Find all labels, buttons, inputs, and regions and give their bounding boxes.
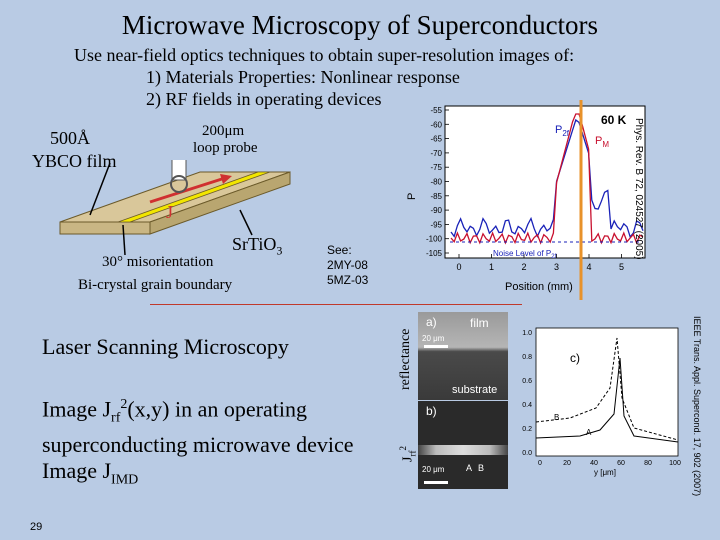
profile-y-tick-label: 0.8 — [522, 354, 532, 361]
profile-curve-a — [535, 357, 679, 443]
current-stripe — [418, 445, 508, 455]
profile-y-ticks: 1.0 0.8 0.6 0.4 0.2 0.0 — [522, 330, 532, 457]
substrate-image-label: substrate — [452, 384, 498, 396]
reflectance-axis-label: reflectance — [398, 328, 413, 390]
y-tick-label: -70 — [430, 149, 442, 158]
y-tick-label: -65 — [430, 135, 442, 144]
profile-curve-b — [535, 337, 679, 441]
substrate-sr: Sr — [232, 234, 249, 254]
x-tick-label: 0 — [456, 262, 461, 272]
plot-x-label: Position (mm) — [505, 281, 573, 293]
panel-c-label: c) — [570, 351, 580, 365]
profile-x-tick-label: 40 — [590, 460, 598, 467]
scale-bar-b — [424, 481, 448, 484]
y-tick-label: -55 — [430, 106, 442, 115]
lsm-line-1: Image Jrf2(x,y) in an operating — [42, 396, 307, 426]
profile-y-tick-label: 1.0 — [522, 330, 532, 337]
profile-x-tick-label: 0 — [538, 460, 542, 467]
x-tick-label: 2 — [521, 262, 526, 272]
x-tick-label: 5 — [619, 262, 624, 272]
harmonic-power-plot: -55 -60 -65 -70 -75 -80 -85 -90 -95 -100 -105 0 1 2 3… — [406, 100, 646, 300]
substrate-subscript: 3 — [276, 243, 283, 258]
page-number: 29 — [30, 521, 43, 533]
film-image-label: film — [470, 316, 489, 330]
y-tick-label: -85 — [430, 192, 442, 201]
x-tick-label: 4 — [586, 262, 591, 272]
noise-level-label: Noise Level of P2f — [493, 249, 557, 260]
profile-x-ticks: 0 20 40 60 80 100 — [538, 460, 681, 467]
jrf-axis-label: Jrf2 — [398, 446, 418, 462]
panel-b-label: b) — [426, 404, 437, 418]
y-tick-label: -95 — [430, 220, 442, 229]
profile-y-tick-label: 0.0 — [522, 450, 532, 457]
lsm-citation: IEEE Trans. Appl. Supercond. 17, 902 (20… — [692, 316, 702, 497]
lsm-line-2: superconducting microwave device — [42, 431, 354, 457]
p2f-series-line — [450, 118, 644, 239]
curve-label-b: B — [554, 413, 559, 422]
x-tick-label: 3 — [554, 262, 559, 272]
film-material-label: YBCO film — [32, 151, 117, 171]
y-tick-label: -100 — [426, 235, 443, 244]
lsm-description: Image Jrf2(x,y) in an operating supercon… — [42, 392, 354, 493]
legend-p2f: P2f — [555, 124, 570, 138]
see-ref-1: 2MY-08 — [327, 258, 368, 272]
profile-x-tick-label: 60 — [617, 460, 625, 467]
probe-type-label: loop probe — [193, 140, 258, 156]
plot-x-ticks: 0 1 2 3 4 5 — [456, 254, 624, 272]
profile-y-tick-label: 0.2 — [522, 426, 532, 433]
scale-bar-b-label: 20 μm — [422, 465, 445, 474]
profile-x-tick-label: 100 — [669, 460, 681, 467]
label-leader-lines — [89, 162, 253, 256]
y-tick-label: -105 — [426, 249, 443, 258]
section-divider — [150, 304, 522, 305]
substrate-tio: TiO — [248, 234, 277, 254]
reflectance-image: a) film 20 μm substrate — [418, 312, 508, 400]
see-label: See: — [327, 243, 352, 257]
bicrystal-sample-diagram — [59, 160, 291, 235]
grain-boundary-label: Bi-crystal grain boundary — [78, 277, 233, 293]
probe-size-label: 200μm — [202, 123, 245, 139]
y-tick-label: -90 — [430, 206, 442, 215]
plot-citation: Phys. Rev. B 72, 024527 (2005) — [633, 118, 644, 260]
see-ref-2: 5MZ-03 — [327, 273, 369, 287]
film-thickness-label: 500Å — [50, 128, 90, 148]
profile-x-tick-label: 80 — [644, 460, 652, 467]
plot-y-ticks: -55 -60 -65 -70 -75 -80 -85 -90 -95 -100 -105 — [426, 106, 449, 258]
y-tick-label: -75 — [430, 163, 442, 172]
pm-series-line — [450, 113, 644, 245]
plot-temperature: 60 K — [601, 113, 627, 127]
mark-a: A — [466, 463, 473, 473]
profile-y-tick-label: 0.6 — [522, 378, 532, 385]
intro-text: Use near-field optics techniques to obta… — [74, 44, 574, 110]
profile-x-label: y [μm] — [594, 468, 616, 477]
scale-bar-a — [424, 345, 448, 348]
jrf-image: b) 20 μm A B — [418, 401, 508, 489]
legend-pm: PM — [595, 135, 609, 149]
substrate-label: SrTiO3 — [232, 234, 282, 259]
intro-line-2: 1) Materials Properties: Nonlinear respo… — [146, 67, 460, 87]
intro-line-3: 2) RF fields in operating devices — [146, 89, 382, 109]
misorientation-label: 30° misorientation — [102, 254, 214, 270]
mark-b: B — [478, 463, 485, 473]
x-tick-label: 1 — [489, 262, 494, 272]
current-profile-plot: 1.0 0.8 0.6 0.4 0.2 0.0 0 20 40 60 80 100 c) B A y… — [522, 327, 681, 477]
see-references: See: 2MY-08 5MZ-03 — [327, 243, 368, 288]
intro-line-1: Use near-field optics techniques to obta… — [74, 45, 575, 65]
slide-title: Microwave Microscopy of Superconductors — [121, 10, 599, 40]
current-direction-label: J — [166, 202, 174, 222]
curve-label-a: A — [586, 428, 592, 437]
scale-bar-a-label: 20 μm — [422, 334, 445, 343]
y-tick-label: -60 — [430, 120, 442, 129]
lsm-line-3: Image JIMD — [42, 457, 139, 488]
profile-y-tick-label: 0.4 — [522, 402, 532, 409]
plot-y-label: P — [406, 193, 418, 200]
lsm-heading: Laser Scanning Microscopy — [42, 334, 289, 359]
profile-x-tick-label: 20 — [563, 460, 571, 467]
panel-a-label: a) — [426, 315, 437, 329]
y-tick-label: -80 — [430, 178, 442, 187]
